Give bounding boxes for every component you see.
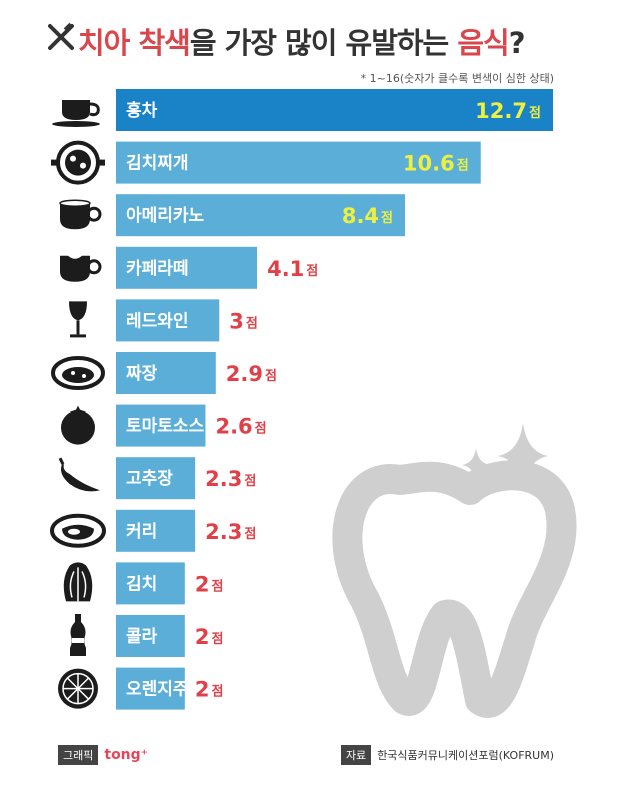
bar xyxy=(116,89,553,131)
bar-row: 김치찌개 10.6 점 xyxy=(116,141,481,184)
chart-title: 치아 착색을 가장 많이 유발하는 음식? xyxy=(78,20,526,62)
category-label: 커리 xyxy=(126,522,157,542)
latte-cup-icon xyxy=(60,251,102,282)
title-part-4: ? xyxy=(508,26,526,60)
noodle-bowl-icon xyxy=(51,356,105,390)
unit-label: 점 xyxy=(246,316,258,331)
value-label: 2 xyxy=(195,625,210,649)
category-label: 짜장 xyxy=(126,364,158,384)
chili-pepper-icon xyxy=(58,457,100,492)
coffee-cup-icon xyxy=(59,199,102,230)
category-label: 김치찌개 xyxy=(126,154,189,174)
bar xyxy=(116,404,206,447)
cabbage-icon xyxy=(63,562,93,602)
bar-row: 콜라 2 점 xyxy=(116,615,223,657)
value-label: 8.4 xyxy=(342,204,379,228)
value-label: 2.3 xyxy=(205,520,242,544)
bar xyxy=(116,299,220,342)
bar xyxy=(116,667,185,710)
orange-slice-icon xyxy=(58,668,98,709)
category-label: 아메리카노 xyxy=(126,206,205,226)
footer-source: 자료 한국식품커뮤니케이션포럼(KOFRUM) xyxy=(340,745,554,765)
bar xyxy=(116,246,258,289)
unit-label: 점 xyxy=(381,211,393,226)
unit-label: 점 xyxy=(306,264,318,279)
category-label: 토마토소스 xyxy=(126,417,205,437)
bar xyxy=(116,141,481,184)
footer-graphic: 그래픽 tong⁺ xyxy=(58,745,148,765)
category-label: 오렌지주스 xyxy=(126,680,205,700)
graphic-label: 그래픽 xyxy=(58,745,99,765)
value-label: 2.6 xyxy=(215,415,252,439)
bar-row: 커리 2.3 점 xyxy=(116,509,256,552)
brand-logo: tong⁺ xyxy=(104,747,149,763)
wine-glass-icon xyxy=(69,301,87,338)
category-label: 홍차 xyxy=(126,100,158,121)
tomato-icon xyxy=(61,405,95,445)
unit-label: 점 xyxy=(265,369,277,384)
bar-row: 홍차 12.7 점 xyxy=(116,89,553,131)
sparkle-large-icon xyxy=(498,423,548,490)
title-part-1: 치아 착색 xyxy=(78,26,191,60)
value-label: 3 xyxy=(229,309,244,333)
source-label: 자료 xyxy=(340,745,372,765)
value-label: 10.6 xyxy=(403,152,455,176)
cola-bottle-icon xyxy=(70,614,86,656)
unit-label: 점 xyxy=(457,159,469,174)
bar-row: 김치 2 점 xyxy=(116,562,223,605)
stew-pot-icon xyxy=(51,140,105,185)
tea-cup-icon xyxy=(52,100,100,127)
category-label: 김치 xyxy=(126,574,157,594)
source-text: 한국식품커뮤니케이션포럼(KOFRUM) xyxy=(377,749,554,762)
bar-row: 짜장 2.9 점 xyxy=(116,352,277,394)
value-label: 2 xyxy=(195,678,210,702)
category-label: 콜라 xyxy=(126,627,158,647)
bar xyxy=(116,194,406,237)
title-part-2: 을 가장 많이 유발하는 xyxy=(189,26,458,60)
unit-label: 점 xyxy=(529,106,541,121)
value-label: 12.7 xyxy=(475,99,527,123)
value-label: 2.3 xyxy=(205,467,242,491)
bar-row: 카페라떼 4.1 점 xyxy=(116,246,318,289)
unit-label: 점 xyxy=(244,474,256,489)
unit-label: 점 xyxy=(211,632,223,647)
bar xyxy=(116,509,196,552)
sparkle-small-icon xyxy=(462,448,490,482)
value-label: 2 xyxy=(195,572,210,596)
unit-label: 점 xyxy=(211,579,223,594)
bar-row: 레드와인 3 점 xyxy=(116,299,258,342)
category-label: 고추장 xyxy=(126,469,173,489)
unit-label: 점 xyxy=(255,422,267,437)
bar xyxy=(116,352,216,394)
bar-row: 고추장 2.3 점 xyxy=(116,457,256,500)
bar-row: 토마토소스 2.6 점 xyxy=(116,404,267,447)
category-label: 레드와인 xyxy=(126,311,189,331)
bar xyxy=(116,457,196,500)
bar-row: 아메리카노 8.4 점 xyxy=(116,194,406,237)
bar xyxy=(116,562,185,605)
unit-label: 점 xyxy=(244,527,256,542)
tooth-icon xyxy=(332,460,577,718)
category-label: 카페라떼 xyxy=(126,259,189,279)
title-part-3: 음식 xyxy=(457,26,509,60)
value-label: 4.1 xyxy=(267,257,304,281)
utensils-icon xyxy=(48,22,74,50)
scale-note: * 1~16(숫자가 클수록 변색이 심한 상태) xyxy=(360,72,554,85)
bar xyxy=(116,615,185,657)
unit-label: 점 xyxy=(211,685,223,700)
curry-bowl-icon xyxy=(50,513,106,548)
value-label: 2.9 xyxy=(226,362,263,386)
